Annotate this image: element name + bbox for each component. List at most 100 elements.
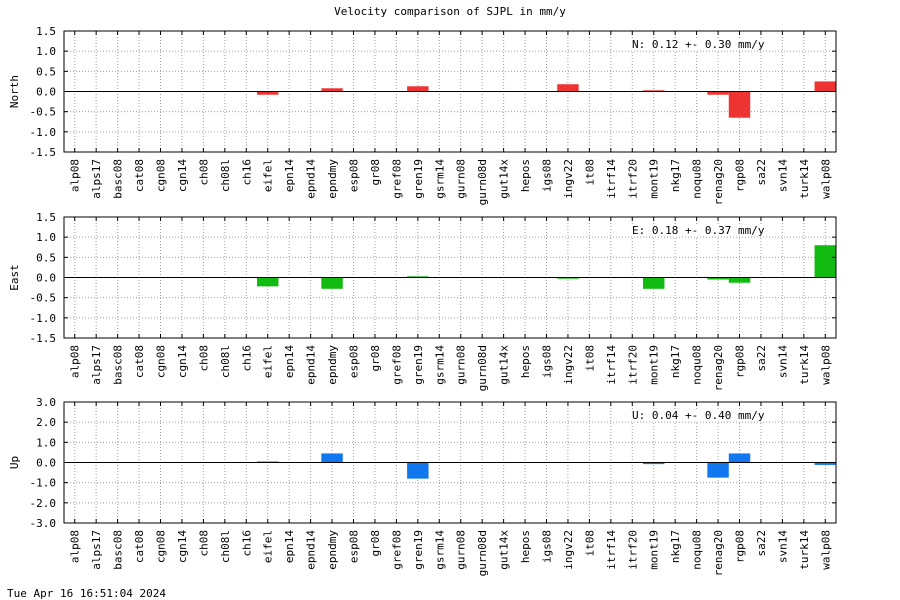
x-tick-label: it08 bbox=[583, 159, 596, 186]
bar-north-rgp08 bbox=[728, 91, 751, 118]
x-tick-label: gurn08d bbox=[476, 345, 489, 391]
x-tick-label: eifel bbox=[262, 530, 275, 563]
x-tick-label: gren19 bbox=[412, 345, 425, 385]
x-tick-label: alp08 bbox=[69, 159, 82, 192]
y-tick-label: 1.5 bbox=[36, 25, 56, 38]
panel-up: 3.0 2.0 1.0 0.0 -1.0 -2.0 -3.0 alp08 alps17 basc0… bbox=[8, 396, 837, 576]
x-tick-label: noqu08 bbox=[691, 345, 704, 385]
x-tick-label: epndmy bbox=[326, 345, 339, 385]
x-tick-label: it08 bbox=[583, 530, 596, 557]
x-tick-label: rgp08 bbox=[734, 530, 747, 563]
x-tick-label: gurn08 bbox=[455, 159, 468, 199]
x-tick-label: basc08 bbox=[112, 345, 125, 385]
x-tick-label: alp08 bbox=[69, 530, 82, 563]
bar-east-eifel bbox=[257, 277, 279, 287]
x-tick-label: turk14 bbox=[798, 530, 811, 570]
x-tick-label: ch08l bbox=[219, 159, 232, 192]
x-tick-label: ch08 bbox=[197, 345, 210, 372]
x-tick-label: epn14 bbox=[283, 345, 296, 378]
x-tick-label: epndmy bbox=[326, 159, 339, 199]
x-tick-label: itrf20 bbox=[626, 530, 639, 570]
x-tick-label: igs08 bbox=[541, 345, 554, 378]
annotation-bg bbox=[628, 409, 780, 421]
x-tick-label: gurn08 bbox=[455, 530, 468, 570]
x-tick-label: basc08 bbox=[112, 530, 125, 570]
x-tick-label: cgn14 bbox=[176, 530, 189, 563]
bar-up-epndmy bbox=[321, 453, 343, 463]
x-tick-label: ch16 bbox=[240, 159, 253, 186]
bar-north-renag20 bbox=[707, 91, 729, 95]
bar-up-eifel bbox=[257, 461, 279, 463]
bar-up-walp08 bbox=[814, 462, 836, 465]
y-tick-label: -1.0 bbox=[30, 126, 57, 139]
x-tick-label: gurn08d bbox=[476, 159, 489, 205]
panel-north: 1.5 1.0 0.5 0.0 -0.5 -1.0 -1.5 alp08 alps17 basc0… bbox=[8, 25, 837, 205]
y-tick-label: 2.0 bbox=[36, 416, 56, 429]
x-tick-label: ch08l bbox=[219, 530, 232, 563]
x-tick-label: gut14x bbox=[498, 345, 511, 385]
x-tick-label: turk14 bbox=[798, 345, 811, 385]
bar-north-gren19 bbox=[407, 86, 429, 92]
x-tick-label: hepos bbox=[519, 345, 532, 378]
bar-north-epndmy bbox=[321, 88, 343, 92]
x-tick-label: epndmy bbox=[326, 530, 339, 570]
bar-east-epndmy bbox=[321, 277, 343, 289]
x-tick-label: alps17 bbox=[90, 345, 103, 385]
x-tick-label: esp08 bbox=[348, 345, 361, 378]
x-tick-label: esp08 bbox=[348, 159, 361, 192]
y-tick-label: -1.5 bbox=[30, 332, 57, 345]
annotation-up: U: 0.04 +- 0.40 mm/y bbox=[632, 409, 765, 422]
x-tick-label: ingv22 bbox=[562, 159, 575, 199]
y-tick-label: -3.0 bbox=[30, 517, 57, 530]
x-tick-label: gr08 bbox=[369, 345, 382, 372]
x-tick-label: itrf14 bbox=[605, 345, 618, 385]
x-tick-label: cgn08 bbox=[155, 530, 168, 563]
bar-east-renag20 bbox=[707, 277, 729, 280]
x-tick-label: gsrm14 bbox=[433, 159, 446, 199]
bar-east-ingv22 bbox=[557, 277, 579, 279]
x-tick-label: walp08 bbox=[819, 345, 832, 385]
x-tick-label: gsrm14 bbox=[433, 345, 446, 385]
x-tick-label: gref08 bbox=[390, 530, 403, 570]
x-tick-label: nkg17 bbox=[669, 159, 682, 192]
x-tick-label: mont19 bbox=[648, 530, 661, 570]
x-tick-label: svn14 bbox=[776, 530, 789, 563]
y-axis-label: Up bbox=[8, 456, 21, 469]
y-tick-label: -0.5 bbox=[30, 292, 57, 305]
x-tick-label: epnd14 bbox=[305, 530, 318, 570]
x-tick-label: gsrm14 bbox=[433, 530, 446, 570]
x-tick-label: alps17 bbox=[90, 159, 103, 199]
bar-north-ingv22 bbox=[557, 84, 579, 92]
bar-east-gren19 bbox=[407, 276, 429, 278]
x-tick-label: epnd14 bbox=[305, 345, 318, 385]
x-tick-label: sa22 bbox=[755, 345, 768, 372]
y-tick-label: 0.0 bbox=[36, 272, 56, 285]
x-tick-label: cgn14 bbox=[176, 345, 189, 378]
x-tick-label: gr08 bbox=[369, 159, 382, 186]
y-tick-label: 0.5 bbox=[36, 251, 56, 264]
x-tick-label: nkg17 bbox=[669, 345, 682, 378]
x-tick-label: nkg17 bbox=[669, 530, 682, 563]
y-tick-label: -2.0 bbox=[30, 497, 57, 510]
x-tick-label: turk14 bbox=[798, 159, 811, 199]
x-tick-label: rgp08 bbox=[734, 159, 747, 192]
x-tick-label: gut14x bbox=[498, 530, 511, 570]
x-tick-label: igs08 bbox=[541, 530, 554, 563]
y-tick-label: 0.0 bbox=[36, 457, 56, 470]
bar-east-rgp08 bbox=[728, 277, 751, 283]
x-tick-label: alps17 bbox=[90, 530, 103, 570]
panel-east: 1.5 1.0 0.5 0.0 -0.5 -1.0 -1.5 alp08 alps17 basc0… bbox=[8, 211, 837, 391]
page-title: Velocity comparison of SJPL in mm/y bbox=[334, 5, 566, 18]
x-tick-label: gurn08 bbox=[455, 345, 468, 385]
x-tick-label: mont19 bbox=[648, 159, 661, 199]
x-tick-label: epn14 bbox=[283, 159, 296, 192]
x-tick-label: gut14x bbox=[498, 159, 511, 199]
x-tick-label: svn14 bbox=[776, 345, 789, 378]
y-tick-label: -1.0 bbox=[30, 312, 57, 325]
x-tick-label: gr08 bbox=[369, 530, 382, 557]
bar-north-eifel bbox=[257, 91, 279, 95]
annotation-bg bbox=[628, 224, 780, 236]
x-tick-label: renag20 bbox=[712, 530, 725, 576]
x-tick-label: eifel bbox=[262, 159, 275, 192]
